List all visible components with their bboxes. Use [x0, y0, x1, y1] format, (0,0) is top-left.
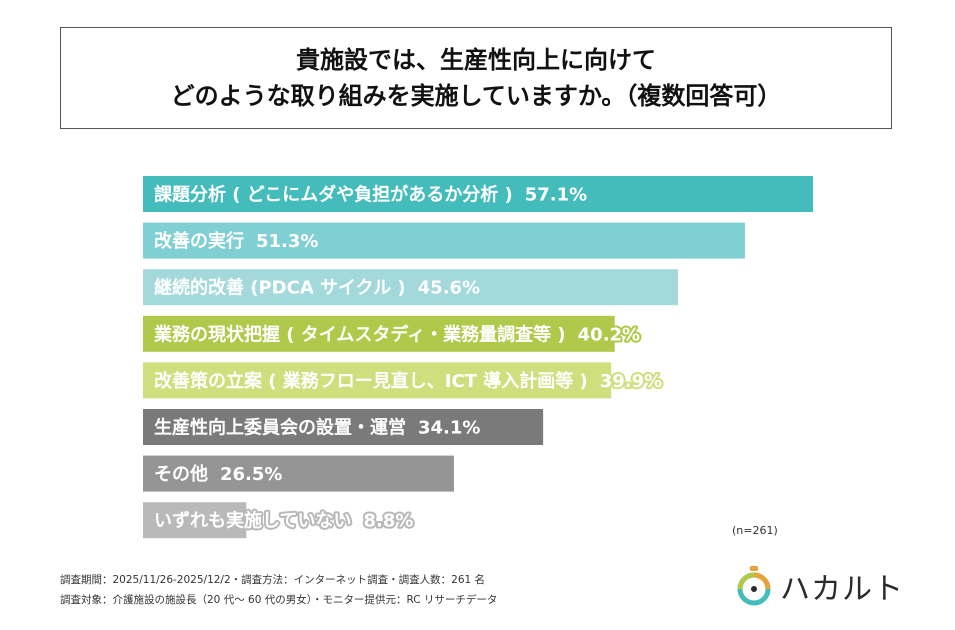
bar-label-5: 改善策の立案 ( 業務フロー見直し、ICT 導入計画等 ) 39.9%	[154, 370, 662, 392]
category-label-2: 改善の実行	[154, 230, 244, 252]
category-label-5: 改善策の立案 ( 業務フロー見直し、ICT 導入計画等 )	[154, 370, 588, 392]
sample-size-note: (n=261)	[732, 524, 778, 537]
brand-name: ハカルト	[780, 572, 904, 607]
stopwatch-logo-icon	[737, 566, 771, 606]
value-label-8: 8.8%	[363, 511, 413, 532]
category-label-3: 継続的改善 (PDCA サイクル )	[154, 277, 406, 299]
bar-label-3: 継続的改善 (PDCA サイクル ) 45.6%	[154, 277, 480, 299]
bar-6	[143, 409, 544, 445]
bar-8	[143, 502, 247, 539]
bar-2	[143, 222, 745, 259]
bar-label-1: 課題分析 ( どこにムダや負担があるか分析 ) 57.1%	[154, 184, 587, 206]
category-label-7: その他	[154, 463, 208, 485]
category-label-4: 業務の現状把握 ( タイムスタディ・業務量調査等 )	[153, 323, 566, 345]
bar-label-8: いずれも実施していない 8.8%	[154, 510, 413, 532]
category-label-6: 生産性向上委員会の設置・運営	[154, 417, 406, 439]
brand-logo: ハカルト	[734, 564, 904, 608]
bar-3	[143, 269, 679, 306]
survey-target-note: 調査対象：介護施設の施設長（20 代〜 60 代の男女）・モニター提供元：RC …	[60, 594, 498, 606]
value-label-2: 51.3%	[256, 231, 318, 252]
survey-period-note: 調査期間：2025/11/26-2025/12/2・調査方法：インターネット調査…	[60, 574, 486, 586]
bar-5	[143, 362, 612, 399]
value-label-7: 26.5%	[220, 464, 282, 485]
value-label-1: 57.1%	[525, 185, 587, 206]
title-box: 貴施設では、生産性向上に向けて どのような取り組みを実施していますか。（複数回答…	[60, 27, 892, 129]
value-label-5: 39.9%	[600, 371, 662, 392]
bar-label-6: 生産性向上委員会の設置・運営 34.1%	[154, 417, 480, 439]
value-label-4: 40.2%	[578, 324, 640, 345]
bar-4	[143, 315, 615, 352]
bar-label-2: 改善の実行 51.3%	[154, 230, 318, 252]
chart-title-line-2: どのような取り組みを実施していますか。（複数回答可）	[170, 82, 782, 110]
value-label-6: 34.1%	[418, 418, 480, 439]
bar-label-7: その他 26.5%	[154, 463, 282, 485]
chart-title-line-1: 貴施設では、生産性向上に向けて	[296, 46, 656, 74]
category-label-1: 課題分析 ( どこにムダや負担があるか分析 )	[154, 184, 513, 206]
bar-1	[143, 176, 813, 212]
category-label-8: いずれも実施していない	[154, 510, 351, 532]
bar-7	[143, 455, 454, 492]
value-label-3: 45.6%	[418, 278, 480, 299]
bar-label-4: 業務の現状把握 ( タイムスタディ・業務量調査等 ) 40.2%	[153, 323, 640, 345]
